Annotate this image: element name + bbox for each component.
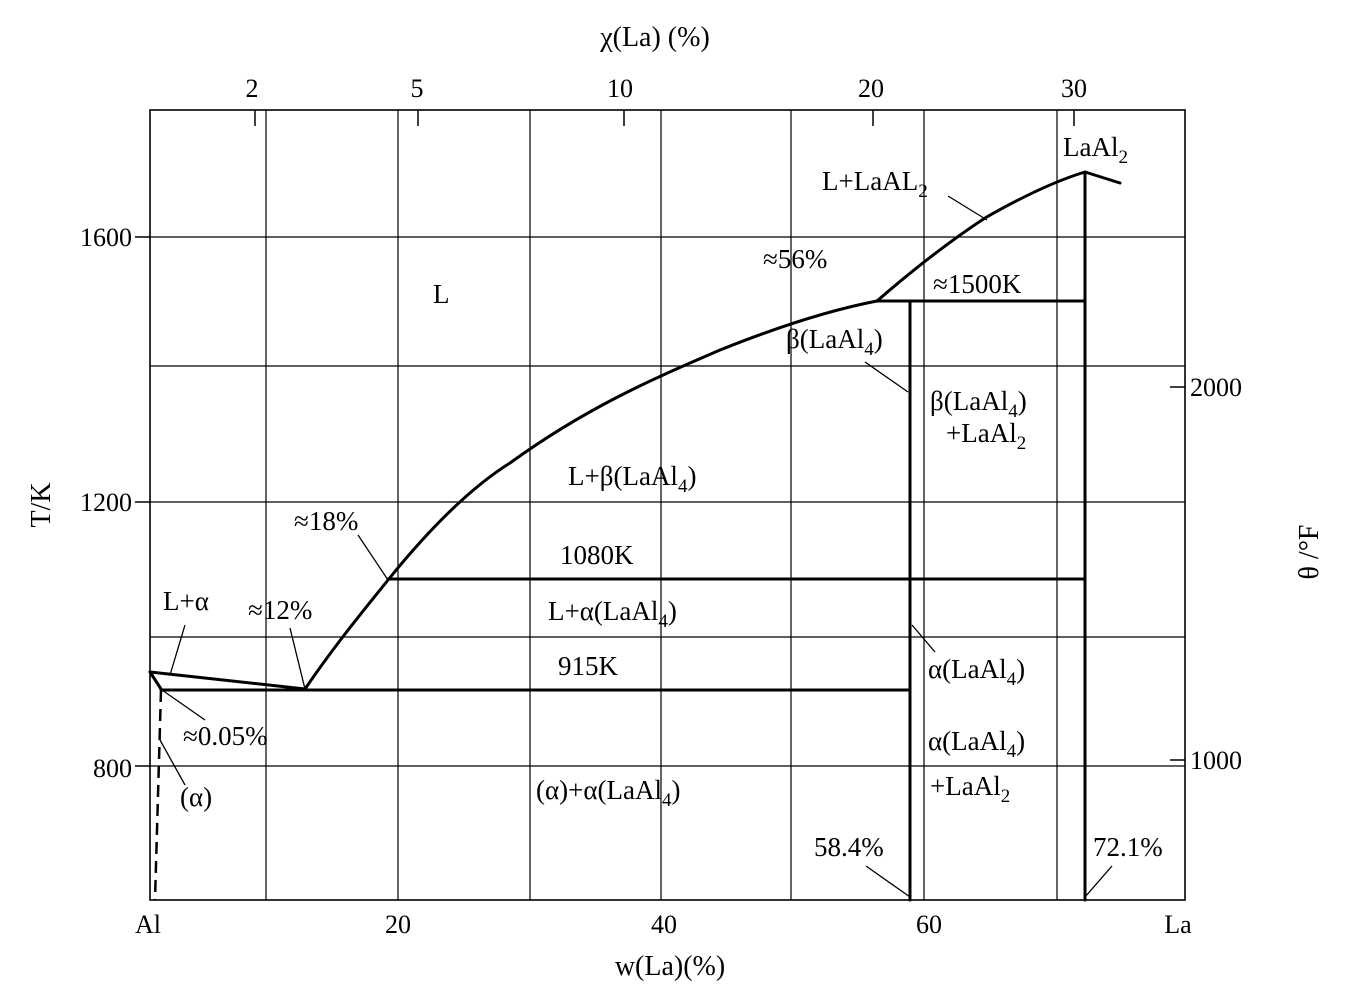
top-tick-label: 10 — [607, 74, 633, 103]
annotation-1080k: 1080K — [560, 540, 634, 570]
left-tick-label: 1600 — [80, 223, 132, 252]
annotation-915k: 915K — [558, 651, 619, 681]
plot-frame — [149, 109, 1186, 901]
region-label-alpha-phase: (α) — [180, 782, 212, 812]
top-tick-label: 5 — [411, 74, 424, 103]
bottom-axis-title: w(La)(%) — [615, 951, 725, 982]
top-tick-label: 30 — [1061, 74, 1087, 103]
right-axis-title: θ /°F — [1294, 525, 1325, 580]
top-tick-labels: 2 5 10 20 30 — [246, 74, 1088, 103]
right-tick-labels: 2000 1000 — [1190, 373, 1242, 775]
alpha-solvus-dashed — [153, 689, 163, 901]
left-tick-label: 1200 — [80, 488, 132, 517]
grid — [150, 110, 1185, 900]
annotation-58-4-percent: 58.4% — [814, 832, 884, 862]
bottom-tick-label: 60 — [916, 910, 942, 939]
left-axis-title: T/K — [26, 482, 57, 527]
leader-line — [161, 689, 206, 721]
leader-line — [159, 739, 186, 786]
region-label-l-alpha-laal4: L+α(LaAl4) — [548, 596, 677, 632]
liquidus-laal4-curve — [303, 299, 879, 691]
region-label-l-alpha: L+α — [163, 586, 209, 616]
region-label-beta-laal2-line2: +LaAl2 — [946, 418, 1026, 454]
annotation-56-percent: ≈56% — [763, 244, 827, 274]
region-label-liquid: L — [433, 279, 450, 309]
bottom-tick-label: 20 — [385, 910, 411, 939]
bottom-tick-labels: Al 20 40 60 La — [135, 910, 1192, 939]
liquidus-laal2-curve — [875, 170, 1122, 303]
annotation-0-05-percent: ≈0.05% — [183, 721, 268, 751]
annotation-18-percent: ≈18% — [294, 506, 358, 536]
bottom-tick-label: 40 — [651, 910, 677, 939]
annotation-1500k: ≈1500K — [933, 269, 1022, 299]
top-tick-label: 20 — [858, 74, 884, 103]
leader-lines — [159, 195, 1113, 898]
region-label-l-laal2: L+LaAL2 — [822, 166, 928, 202]
left-tick-label: 800 — [93, 754, 132, 783]
axis-ticks — [135, 110, 1185, 767]
region-label-alpha-alpha-laal4: (α)+α(LaAl4) — [536, 775, 680, 811]
right-tick-label: 1000 — [1190, 746, 1242, 775]
leader-line — [864, 361, 909, 393]
phase-boundaries — [148, 170, 1122, 902]
leader-line — [289, 627, 306, 690]
leader-line — [1084, 865, 1113, 898]
region-label-alpha-laal2-line1: α(LaAl4) — [928, 726, 1025, 762]
leader-line — [947, 195, 988, 221]
right-tick-label: 2000 — [1190, 373, 1242, 402]
annotation-12-percent: ≈12% — [248, 595, 312, 625]
region-label-alpha-laal4: α(LaAl4) — [928, 654, 1025, 690]
top-axis-title: χ(La) (%) — [599, 22, 710, 53]
bottom-tick-label: Al — [135, 910, 161, 939]
liquidus-alpha-line — [148, 670, 307, 691]
top-tick-label: 2 — [246, 74, 259, 103]
region-label-laal2: LaAl2 — [1063, 132, 1128, 168]
leader-line — [911, 624, 936, 653]
leader-line — [357, 534, 389, 581]
region-label-beta-laal4: β(LaAl4) — [786, 324, 883, 360]
leader-line — [169, 624, 186, 676]
annotation-72-1-percent: 72.1% — [1093, 832, 1163, 862]
bottom-tick-label: La — [1164, 910, 1192, 939]
left-tick-labels: 1600 1200 800 — [80, 223, 132, 783]
leader-line — [865, 865, 911, 898]
region-label-beta-laal2-line1: β(LaAl4) — [930, 386, 1027, 422]
region-label-alpha-laal2-line2: +LaAl2 — [930, 771, 1010, 807]
solidus-alpha-line — [148, 670, 163, 691]
region-label-l-beta-laal4: L+β(LaAl4) — [568, 461, 696, 497]
